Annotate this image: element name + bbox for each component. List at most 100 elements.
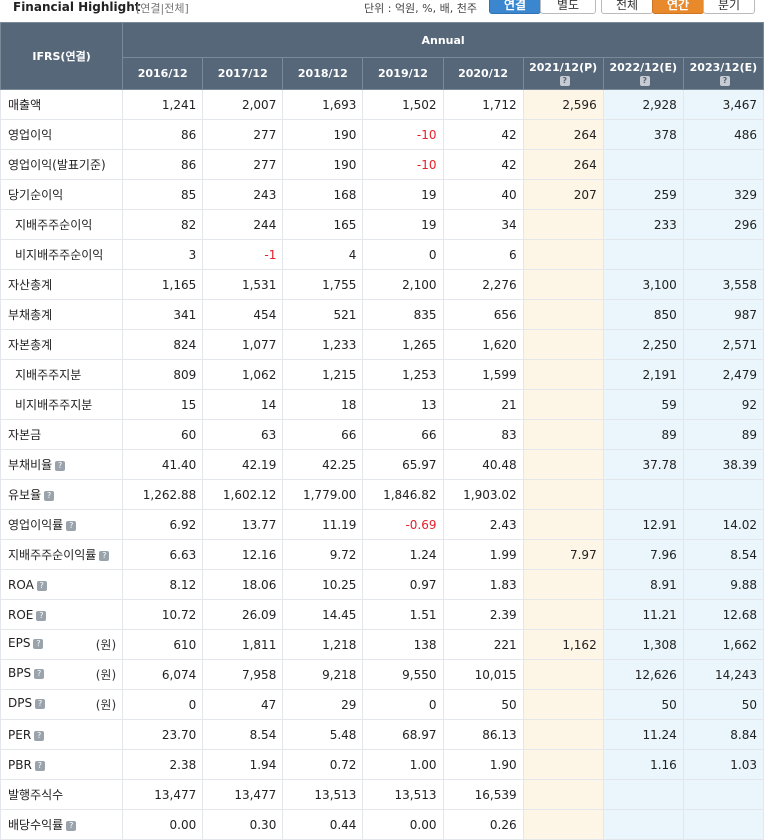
value-cell: 1,253 [362,359,444,390]
value-cell: 14.45 [282,599,364,630]
column-label: 2022/12(E) [609,60,677,74]
value-cell [522,389,604,420]
label-text: 당기순이익 [8,188,64,202]
column-header: 2019/12 [362,57,444,90]
scope: [연결|전체] [136,2,189,15]
data-row: 지배주주지분 809 1,062 1,215 1,253 1,599 2,191 2,479 [0,359,765,390]
value-cell: 610 [122,629,204,660]
value-cell [522,509,604,540]
value-cell [682,479,765,510]
row-label: DPS? (원) [0,689,124,720]
value-cell: 9.88 [682,569,765,600]
value-cell: 2,571 [682,329,765,360]
data-row: EPS? (원) 610 1,811 1,218 138 221 1,162 1,308 1,66… [0,629,765,660]
data-row: 비지배주주지분 15 14 18 13 21 59 92 [0,389,765,420]
value-cell: 277 [202,119,284,150]
value-cell: 86 [122,149,204,180]
value-cell: 1,602.12 [202,479,284,510]
value-cell [522,749,604,780]
value-cell: 7.96 [602,539,684,570]
header-row: 2016/12 2017/12 2018/12 2019/12 2020/12 2021/… [1,57,765,90]
value-cell [522,779,604,810]
value-cell: 1,712 [442,89,524,120]
value-cell: 13.77 [202,509,284,540]
value-cell: 23.70 [122,719,204,750]
value-cell: 1,262.88 [122,479,204,510]
row-label: 배당수익률? [0,809,124,840]
value-cell: 60 [122,419,204,450]
value-cell: 1,903.02 [442,479,524,510]
value-cell: 8.84 [682,719,765,750]
help-icon: ? [719,75,730,86]
value-cell: 0.97 [362,569,444,600]
row-label: 지배주주순이익률? [0,539,124,570]
help-icon: ? [639,75,650,86]
value-cell [522,269,604,300]
value-cell: 2.38 [122,749,204,780]
value-cell: 168 [282,179,364,210]
tab-button[interactable]: 분기 [703,0,755,14]
value-cell: 0.00 [362,809,444,840]
value-cell: 2,007 [202,89,284,120]
value-cell: 1.16 [602,749,684,780]
value-cell: 8.91 [602,569,684,600]
value-cell: 3,100 [602,269,684,300]
label-text: 배당수익률 [8,818,64,832]
data-row: PER? 23.70 8.54 5.48 68.97 86.13 11.24 8.84 [0,719,765,750]
value-cell: 15 [122,389,204,420]
value-cell: 59 [602,389,684,420]
value-cell: 40 [442,179,524,210]
help-icon: ? [66,821,77,831]
label-text: 비지배주주지분 [15,398,93,412]
value-cell: 1,162 [522,629,604,660]
tab-button[interactable]: 연결 [489,0,541,14]
value-cell: 0.44 [282,809,364,840]
data-row: BPS? (원) 6,074 7,958 9,218 9,550 10,015 12,626 1… [0,659,765,690]
column-label: 2021/12(P) [529,60,598,74]
value-cell: 264 [522,149,604,180]
value-cell: 11.19 [282,509,364,540]
label-text: 부채비율 [8,458,53,472]
value-cell [602,479,684,510]
value-cell: 2.43 [442,509,524,540]
tab-button[interactable]: 전체 [601,0,653,14]
tab-button[interactable]: 연간 [652,0,704,14]
value-cell [602,239,684,270]
value-cell: 92 [682,389,765,420]
tab-button[interactable]: 별도 [540,0,596,14]
value-cell: 1,846.82 [362,479,444,510]
column-header: 2018/12 [282,57,364,90]
value-cell: 0 [362,689,444,720]
row-label: PBR? [0,749,124,780]
value-cell: 2.39 [442,599,524,630]
value-cell: -10 [362,149,444,180]
value-cell: 10,015 [442,659,524,690]
label-text: PBR [8,757,32,772]
value-cell [602,149,684,180]
row-label: 당기순이익 [0,179,124,210]
value-cell: 19 [362,179,444,210]
value-cell [682,809,765,840]
value-cell: 42.25 [282,449,364,480]
corner-header: IFRS(연결) [0,22,124,90]
column-label: 2020/12 [458,67,509,80]
data-row: PBR? 2.38 1.94 0.72 1.00 1.90 1.16 1.03 [0,749,765,780]
help-icon: ? [66,521,77,531]
unit-note: 단위 : 억원, %, 배, 천주 [364,2,477,15]
value-cell: 1.83 [442,569,524,600]
value-cell [602,809,684,840]
label-text: 자본총계 [8,338,53,352]
value-cell: 21 [442,389,524,420]
value-cell: 277 [202,149,284,180]
value-cell: 10.72 [122,599,204,630]
value-cell: 13,513 [282,779,364,810]
value-cell: 1,233 [282,329,364,360]
column-header: 2016/12 [122,57,204,90]
label-text: 지배주주순이익률 [8,548,97,562]
row-label: 비지배주주지분 [0,389,124,420]
data-row: 지배주주순이익률? 6.63 12.16 9.72 1.24 1.99 7.97 7.96 8.… [0,539,765,570]
row-label: 영업이익 [0,119,124,150]
value-cell: 9.72 [282,539,364,570]
row-label: 매출액 [0,89,124,120]
row-label: 지배주주순이익 [0,209,124,240]
